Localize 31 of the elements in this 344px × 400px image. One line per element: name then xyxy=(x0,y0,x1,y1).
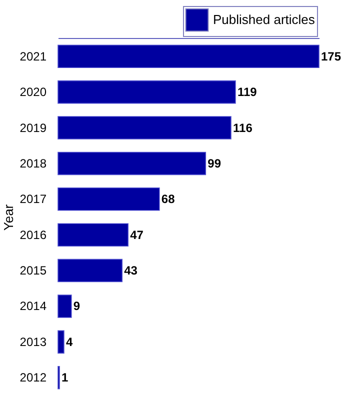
y-tick-label: 2018 xyxy=(20,156,47,170)
y-tick-label: 2014 xyxy=(20,299,47,314)
bar xyxy=(58,44,320,68)
y-tick-label: 2020 xyxy=(20,85,47,100)
bar xyxy=(58,80,236,104)
y-tick-label: 2016 xyxy=(20,228,47,242)
data-label: 4 xyxy=(66,334,73,349)
legend-label: Published articles xyxy=(213,12,316,27)
bar xyxy=(58,258,123,282)
bar xyxy=(58,294,72,318)
data-label: 68 xyxy=(161,192,176,206)
data-label: 175 xyxy=(321,49,342,64)
y-tick-label: 2013 xyxy=(20,334,47,349)
y-tick-label: 2017 xyxy=(20,192,47,206)
bar xyxy=(58,188,160,211)
data-label: 116 xyxy=(233,120,253,135)
y-axis-title: Year xyxy=(0,204,16,231)
y-tick-label: 2012 xyxy=(20,370,47,385)
y-tick-label: 2019 xyxy=(20,120,47,135)
y-tick-label: 2021 xyxy=(20,49,47,64)
data-label: 99 xyxy=(208,156,222,170)
bar xyxy=(58,223,128,246)
data-label: 9 xyxy=(73,299,80,314)
bar xyxy=(58,116,232,140)
y-tick-label: 2015 xyxy=(20,264,47,278)
bar xyxy=(58,330,64,354)
data-label: 47 xyxy=(130,228,144,242)
data-label: 119 xyxy=(237,85,258,100)
data-label: 43 xyxy=(124,264,138,278)
data-label: 1 xyxy=(61,370,68,385)
bar xyxy=(58,152,206,176)
